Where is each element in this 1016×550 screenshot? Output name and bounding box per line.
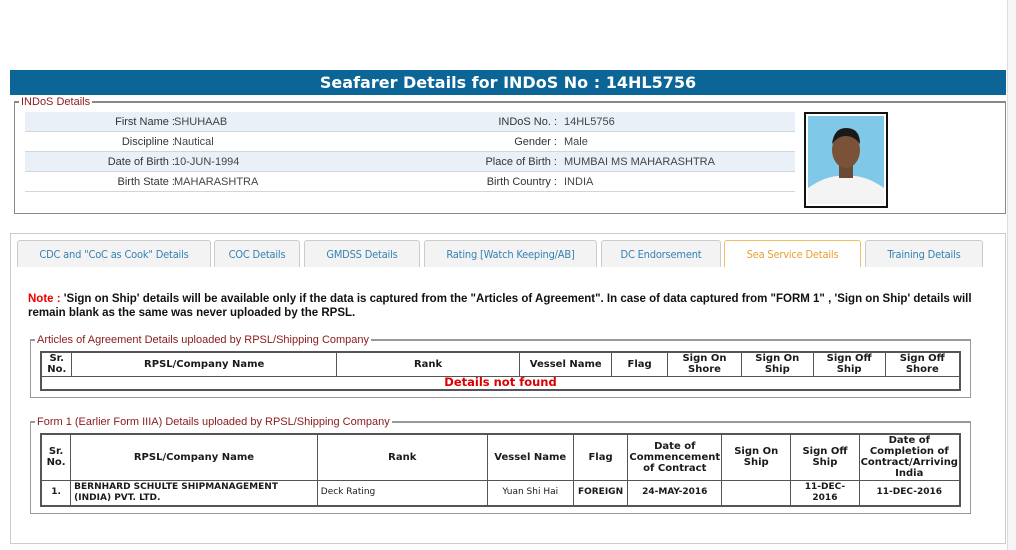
- tab-gmdss-details[interactable]: GMDSS Details: [304, 240, 420, 267]
- seafarer-photo: [804, 112, 888, 208]
- tab-panel: [10, 233, 1006, 544]
- column-header: Rank: [335, 351, 521, 377]
- column-header: Sr. No.: [40, 433, 72, 481]
- column-header: Flag: [611, 351, 669, 377]
- tab-cdc-and-coc-as-cook-details[interactable]: CDC and "CoC as Cook" Details: [17, 240, 211, 267]
- column-header: RPSL/Company Name: [70, 433, 318, 481]
- articles-legend: Articles of Agreement Details uploaded b…: [37, 334, 370, 346]
- field-value: Male: [564, 136, 588, 148]
- column-header: Flag: [572, 433, 629, 481]
- details-not-found: Details not found: [40, 375, 961, 391]
- indos-details-fieldset: INDoS Details: [14, 96, 1006, 214]
- sea-service-note: Note : 'Sign on Ship' details will be av…: [28, 292, 988, 320]
- field-label: Birth Country :: [486, 176, 557, 188]
- field-value: 10-JUN-1994: [174, 156, 240, 168]
- indos-row: First Name : SHUHAAB INDoS No. : 14HL575…: [25, 112, 795, 132]
- field-label: Discipline :: [121, 136, 175, 148]
- table-cell: 11-DEC-2016: [790, 479, 860, 507]
- page-title: Seafarer Details for INDoS No : 14HL5756: [10, 70, 1006, 95]
- tab-coc-details[interactable]: COC Details: [214, 240, 300, 267]
- column-header: Sign On Ship: [740, 351, 814, 377]
- column-header: Sign Off Ship: [812, 351, 886, 377]
- form1-table: Sr. No. RPSL/Company Name Rank Vessel Name F…: [40, 433, 961, 507]
- vertical-scrollbar[interactable]: [1007, 0, 1016, 550]
- column-header: Sr. No.: [40, 351, 73, 377]
- indos-row: Birth State : MAHARASHTRA Birth Country …: [25, 172, 795, 192]
- column-header: Sign Off Shore: [884, 351, 961, 377]
- column-header: Vessel Name: [519, 351, 613, 377]
- column-header: Date of Completion of Contract/Arriving …: [858, 433, 961, 481]
- indos-row: Date of Birth : 10-JUN-1994 Place of Bir…: [25, 152, 795, 172]
- column-header: Sign Off Ship: [790, 433, 860, 481]
- field-value: Nautical: [174, 136, 214, 148]
- field-label: Date of Birth :: [107, 156, 175, 168]
- tab-dc-endorsement[interactable]: DC Endorsement: [601, 240, 721, 267]
- column-header: Sign On Shore: [667, 351, 742, 377]
- table-cell: 24-MAY-2016: [627, 479, 723, 507]
- column-header: RPSL/Company Name: [71, 351, 337, 377]
- person-photo-icon: [808, 116, 884, 204]
- field-label: INDoS No. :: [498, 116, 557, 128]
- table-row: 1. BERNHARD SCHULTE SHIPMANAGEMENT (INDIA…: [40, 479, 961, 507]
- articles-fieldset: Articles of Agreement Details uploaded b…: [30, 334, 971, 398]
- column-header: Date of Commencement of Contract: [627, 433, 723, 481]
- table-cell: 1.: [40, 479, 72, 507]
- header-row: Sr. No. RPSL/Company Name Rank Vessel Name F…: [40, 433, 961, 481]
- tab-training-details[interactable]: Training Details: [865, 240, 983, 267]
- form1-legend: Form 1 (Earlier Form IIIA) Details uploa…: [37, 416, 390, 428]
- header-row: Sr. No. RPSL/Company Name Rank Vessel Name F…: [40, 351, 961, 377]
- field-value: MAHARASHTRA: [174, 176, 259, 188]
- field-label: Birth State :: [117, 176, 175, 188]
- form1-fieldset: Form 1 (Earlier Form IIIA) Details uploa…: [30, 416, 971, 514]
- column-header: Sign On Ship: [721, 433, 792, 481]
- field-value: INDIA: [564, 176, 594, 188]
- articles-table: Sr. No. RPSL/Company Name Rank Vessel Name F…: [40, 351, 961, 391]
- table-cell: FOREIGN: [572, 479, 629, 507]
- table-cell: 11-DEC-2016: [858, 479, 961, 507]
- table-cell: Deck Rating: [316, 479, 488, 507]
- field-value: 14HL5756: [564, 116, 615, 128]
- field-value: MUMBAI MS MAHARASHTRA: [564, 156, 715, 168]
- field-label: First Name :: [115, 116, 175, 128]
- note-text: 'Sign on Ship' details will be available…: [28, 293, 972, 319]
- table-cell: BERNHARD SCHULTE SHIPMANAGEMENT (INDIA) …: [70, 479, 318, 507]
- column-header: Vessel Name: [486, 433, 574, 481]
- indos-row: Discipline : Nautical Gender : Male: [25, 132, 795, 152]
- tab-rating-watch-keeping-ab[interactable]: Rating [Watch Keeping/AB]: [424, 240, 597, 267]
- field-label: Gender :: [514, 136, 557, 148]
- field-label: Place of Birth :: [485, 156, 557, 168]
- table-cell: Yuan Shi Hai: [486, 479, 574, 507]
- tab-sea-service-details[interactable]: Sea Service Details: [724, 240, 861, 267]
- field-value: SHUHAAB: [174, 116, 228, 128]
- empty-row: Details not found: [40, 375, 961, 391]
- note-prefix: Note :: [28, 293, 61, 305]
- column-header: Rank: [316, 433, 488, 481]
- indos-legend: INDoS Details: [21, 96, 91, 108]
- table-cell: [721, 479, 792, 507]
